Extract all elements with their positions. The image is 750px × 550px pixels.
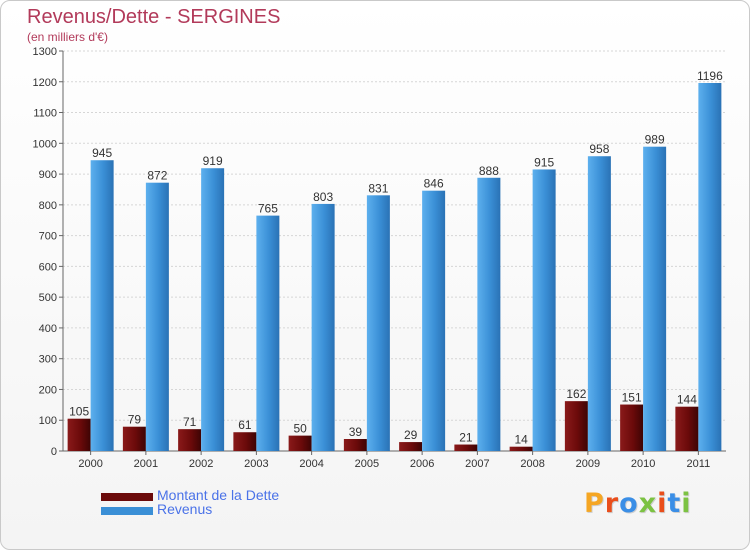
bar-debt [675, 406, 699, 451]
bar-debt [399, 442, 423, 451]
x-tick-label: 2001 [134, 458, 158, 470]
data-label-debt: 21 [459, 431, 473, 445]
bar-debt [343, 439, 367, 451]
x-tick-label: 2006 [410, 458, 434, 470]
data-label-revenus: 846 [424, 177, 444, 191]
data-label-debt: 14 [514, 433, 528, 447]
y-tick-label: 1100 [33, 108, 57, 120]
bar-revenus [311, 203, 335, 451]
y-tick-label: 600 [39, 261, 57, 273]
bar-debt [620, 404, 644, 451]
bar-debt [454, 444, 478, 451]
y-tick-label: 400 [39, 323, 57, 335]
bar-revenus [145, 182, 169, 451]
y-tick-label: 100 [39, 415, 57, 427]
bar-debt [288, 435, 312, 451]
y-tick-label: 900 [39, 169, 57, 181]
bar-revenus [587, 156, 611, 451]
data-label-debt: 151 [622, 391, 642, 405]
proxiti-logo: Proxiti [584, 488, 692, 519]
logo-letter: t [667, 488, 682, 519]
legend-label-debt: Montant de la Dette [157, 487, 280, 503]
logo-letter: P [584, 488, 605, 519]
data-label-revenus: 831 [368, 181, 388, 195]
chart-title: Revenus/Dette - SERGINES [27, 6, 281, 28]
x-tick-label: 2000 [78, 458, 102, 470]
data-label-debt: 50 [293, 422, 307, 436]
legend-label-revenus: Revenus [157, 501, 213, 517]
y-tick-label: 1000 [33, 138, 57, 150]
grid-layer [63, 50, 726, 421]
logo-letter: o [619, 488, 639, 519]
x-tick-label: 2007 [465, 458, 489, 470]
data-label-revenus: 803 [313, 190, 333, 204]
data-label-debt: 61 [238, 418, 252, 432]
chart-subtitle: (en milliers d'€) [27, 30, 108, 44]
x-tick-label: 2010 [631, 458, 655, 470]
data-label-revenus: 989 [645, 133, 665, 147]
bar-revenus [532, 169, 556, 451]
bar-layer [67, 83, 722, 451]
y-tick-label: 200 [39, 384, 57, 396]
y-tick-label: 1300 [33, 46, 57, 58]
data-label-revenus: 958 [589, 142, 609, 156]
data-label-debt: 29 [404, 428, 418, 442]
bar-revenus [256, 215, 280, 451]
x-tick-label: 2011 [687, 458, 711, 470]
data-label-revenus: 945 [92, 146, 112, 160]
data-label-revenus: 1196 [697, 69, 723, 83]
data-label-revenus: 919 [203, 154, 223, 168]
y-tick-label: 800 [39, 200, 57, 212]
x-tick-label: 2008 [520, 458, 544, 470]
data-label-revenus: 765 [258, 202, 278, 216]
bar-debt [67, 418, 91, 451]
bar-revenus [201, 168, 225, 451]
bar-revenus [477, 177, 501, 451]
y-tick-label: 1200 [33, 77, 57, 89]
x-tick-label: 2004 [299, 458, 323, 470]
x-tick-label: 2009 [576, 458, 600, 470]
y-tick-label: 300 [39, 354, 57, 366]
bar-revenus [422, 190, 446, 451]
y-tick-label: 0 [51, 446, 57, 458]
data-label-debt: 71 [183, 415, 197, 429]
legend-swatch-debt [101, 493, 153, 501]
label-layer: 105 945 79 872 71 919 61 765 50 803 39 831 29 846 21 88… [69, 69, 723, 447]
bar-revenus [90, 160, 114, 451]
data-label-debt: 79 [128, 413, 142, 427]
x-tick-label: 2003 [244, 458, 268, 470]
bar-revenus [643, 146, 667, 451]
x-tick-label: 2005 [355, 458, 379, 470]
data-label-revenus: 888 [479, 164, 499, 178]
bar-debt [122, 426, 146, 451]
bar-revenus [366, 195, 390, 451]
axis-layer: 0 100 200 300 400 500 600 700 800 900 1000 1100 1200… [33, 46, 726, 470]
bar-debt [564, 401, 588, 451]
logo-letter: i [657, 488, 668, 519]
data-label-debt: 105 [69, 405, 89, 419]
bar-revenus [698, 83, 722, 451]
data-label-debt: 144 [677, 393, 697, 407]
x-tick-label: 2002 [189, 458, 213, 470]
bar-debt [233, 432, 257, 451]
data-label-revenus: 872 [147, 169, 167, 183]
bar-debt [178, 429, 202, 451]
data-label-revenus: 915 [534, 155, 554, 169]
logo-letter: r [604, 488, 620, 519]
data-label-debt: 39 [349, 425, 363, 439]
y-tick-label: 500 [39, 292, 57, 304]
y-tick-label: 700 [39, 231, 57, 243]
bar-debt [509, 446, 533, 451]
data-label-debt: 162 [566, 387, 586, 401]
legend-swatch-revenus [101, 507, 153, 515]
logo-letter: i [681, 488, 692, 519]
logo-letter: x [638, 488, 658, 519]
